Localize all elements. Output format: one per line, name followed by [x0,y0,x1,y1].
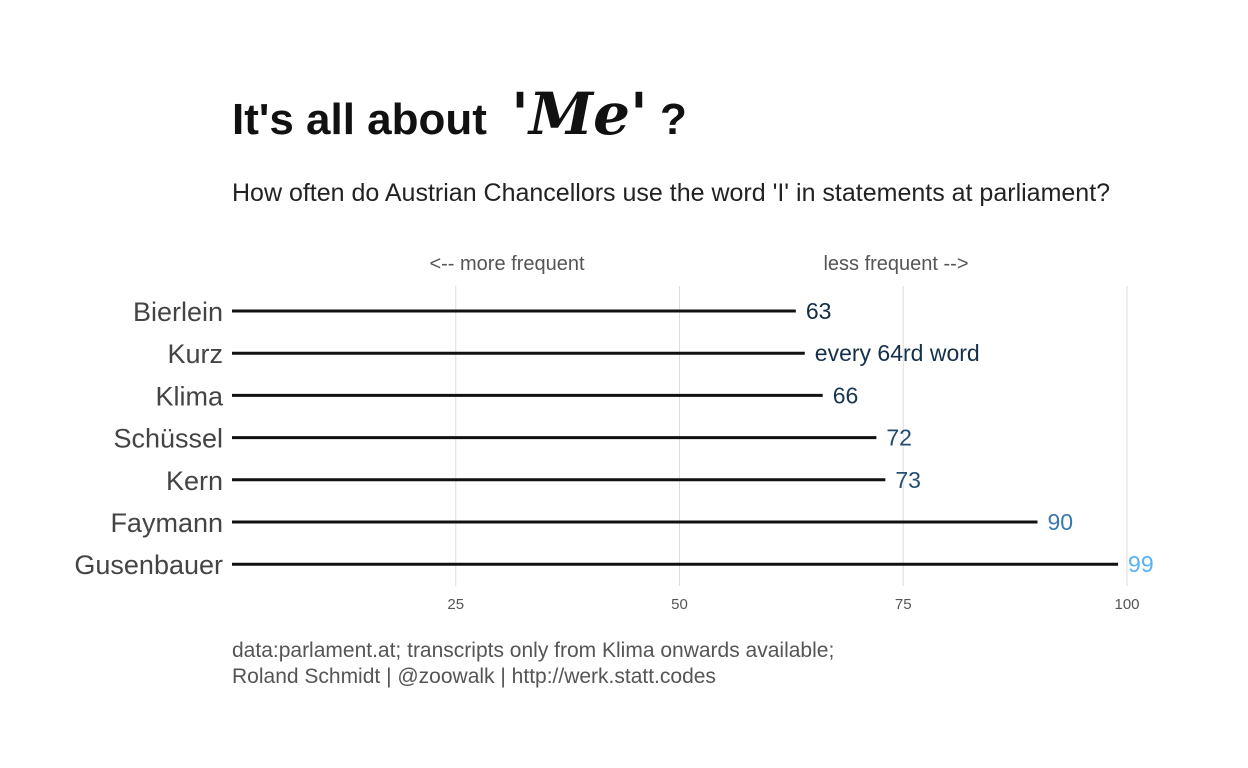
data-label-gusenbauer: 99 [1128,551,1154,577]
data-label-sch-ssel: 72 [886,425,912,451]
x-axis-ticks: 25 50 75 100 [447,596,1139,613]
data-label-bierlein: 63 [806,298,832,324]
gridlines [455,286,1128,586]
caption-line-2: Roland Schmidt | @zoowalk | http://werk.… [232,665,716,688]
data-label-kern: 73 [895,467,921,493]
category-label-gusenbauer: Gusenbauer [74,550,223,580]
chart-subtitle: How often do Austrian Chancellors use th… [232,179,1110,207]
data-labels: 63 every 64rd word 66 72 73 90 99 [806,298,1154,577]
chart-title: It's all about 'Me' ? [232,80,687,148]
category-label-klima: Klima [155,381,223,411]
title-suffix-text: ? [660,95,687,144]
direction-label-less-frequent: less frequent --> [823,253,968,275]
title-accent-text: 'Me' [511,80,648,148]
bars [232,309,1119,566]
title-main-text: It's all about [232,95,487,144]
x-tick-label-25: 25 [447,596,464,613]
category-label-kurz: Kurz [167,339,223,369]
caption-line-1: data:parlament.at; transcripts only from… [232,639,834,662]
category-label-bierlein: Bierlein [133,297,223,327]
x-tick-label-75: 75 [895,596,912,613]
direction-label-more-frequent: <-- more frequent [429,253,585,275]
x-tick-label-50: 50 [671,596,688,613]
category-label-kern: Kern [166,466,223,496]
data-label-klima: 66 [833,382,859,408]
y-axis-labels: Bierlein Kurz Klima Schüssel Kern Faymann Guse… [74,297,224,580]
category-label-sch-ssel: Schüssel [113,424,223,454]
category-label-faymann: Faymann [110,508,223,538]
data-label-kurz: every 64rd word [815,340,980,366]
data-label-faymann: 90 [1048,509,1074,535]
x-tick-label-100: 100 [1114,596,1139,613]
